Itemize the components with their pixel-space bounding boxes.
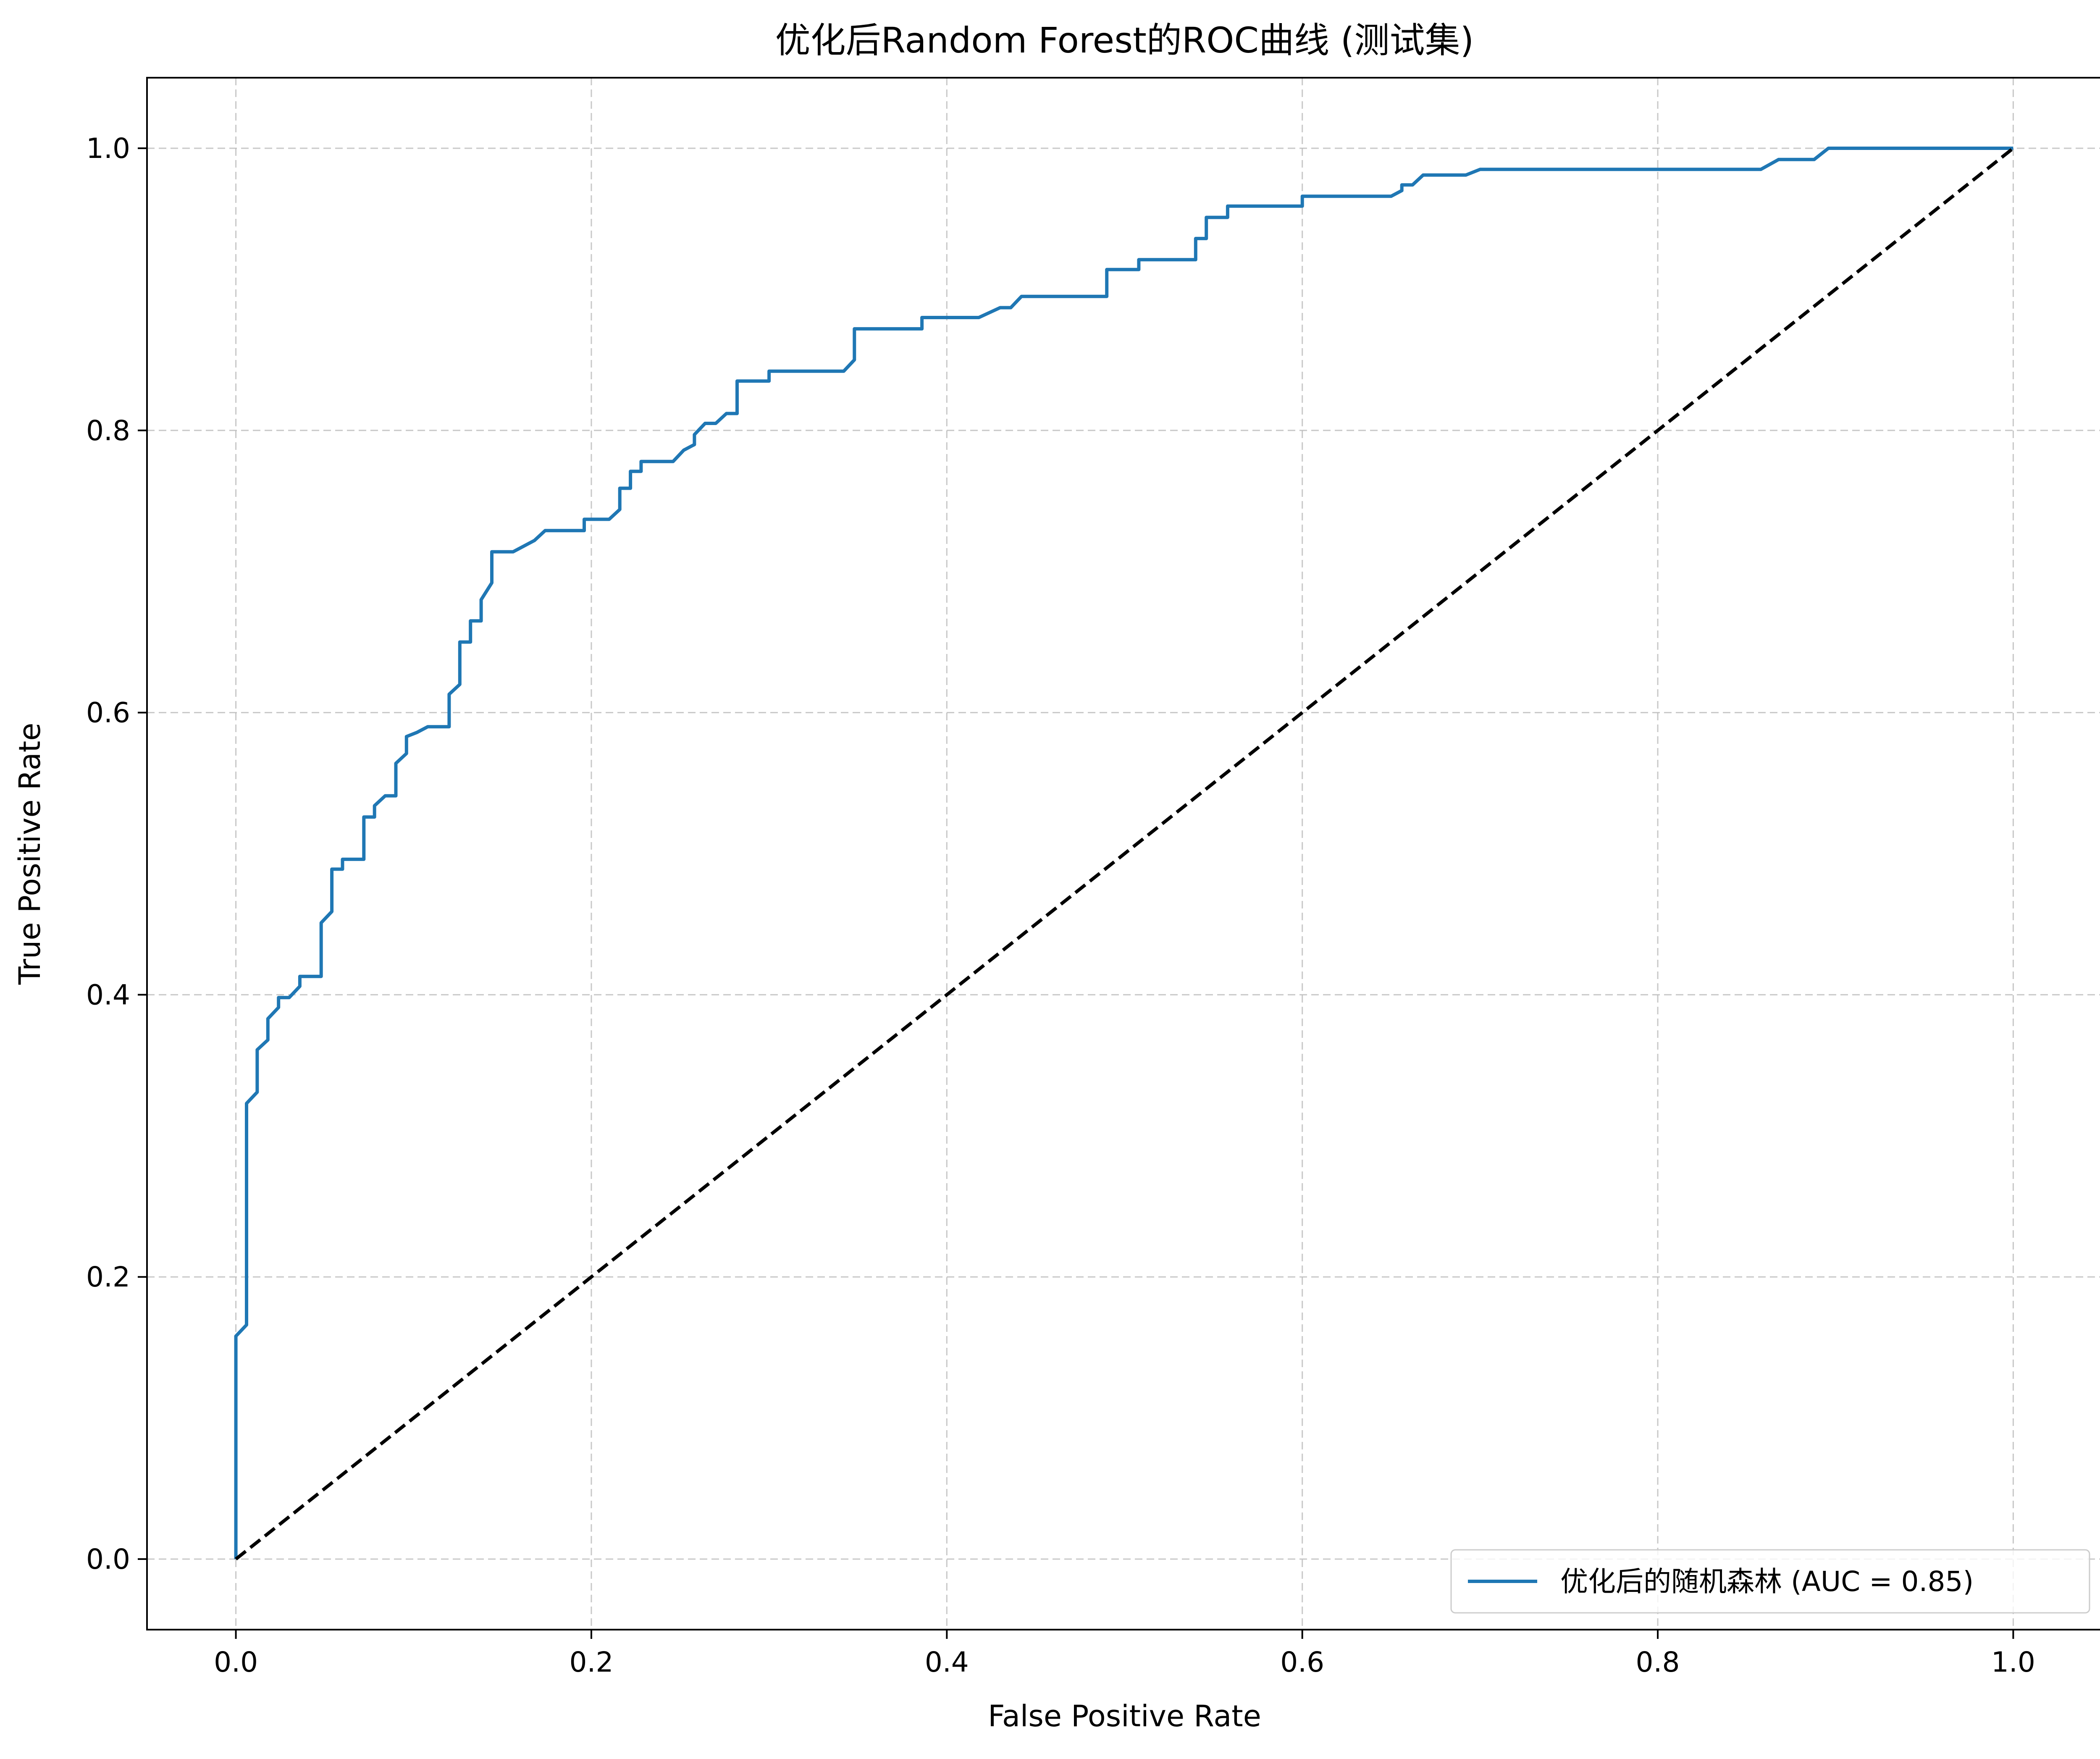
- y-tick-label-5: 1.0: [86, 132, 130, 165]
- chart-title: 优化后Random Forest的ROC曲线 (测试集): [775, 20, 1474, 61]
- legend-label-roc: 优化后的随机森林 (AUC = 0.85): [1560, 1565, 1974, 1598]
- x-axis-label: False Positive Rate: [988, 1699, 1261, 1733]
- plot-frame: [146, 77, 2100, 1630]
- y-tick-label-3: 0.6: [86, 697, 130, 729]
- x-tick-label-0: 0.0: [214, 1646, 258, 1678]
- y-tick-label-1: 0.2: [86, 1261, 130, 1293]
- y-tick-label-4: 0.8: [86, 415, 130, 447]
- x-tick-label-3: 0.6: [1280, 1646, 1324, 1678]
- x-tick-label-1: 0.2: [569, 1646, 613, 1678]
- x-tick-label-5: 1.0: [1991, 1646, 2035, 1678]
- chance-diagonal-line: [235, 147, 2014, 1561]
- series-layer: [234, 147, 2014, 1561]
- y-axis-label: True Positive Rate: [13, 723, 47, 985]
- legend: 优化后的随机森林 (AUC = 0.85): [1450, 1549, 2090, 1614]
- x-tick-label-4: 0.8: [1636, 1646, 1680, 1678]
- axis-ticks: 0.0 0.2 0.4 0.6 0.8 1.0 0.0 0.2 0.4 0.6 0.8 1.0: [86, 132, 2035, 1678]
- roc-curve-line: [234, 147, 2013, 1559]
- y-tick-label-2: 0.4: [86, 979, 130, 1011]
- y-tick-label-0: 0.0: [86, 1543, 130, 1575]
- x-tick-label-2: 0.4: [925, 1646, 969, 1678]
- legend-box: [1450, 1549, 2090, 1614]
